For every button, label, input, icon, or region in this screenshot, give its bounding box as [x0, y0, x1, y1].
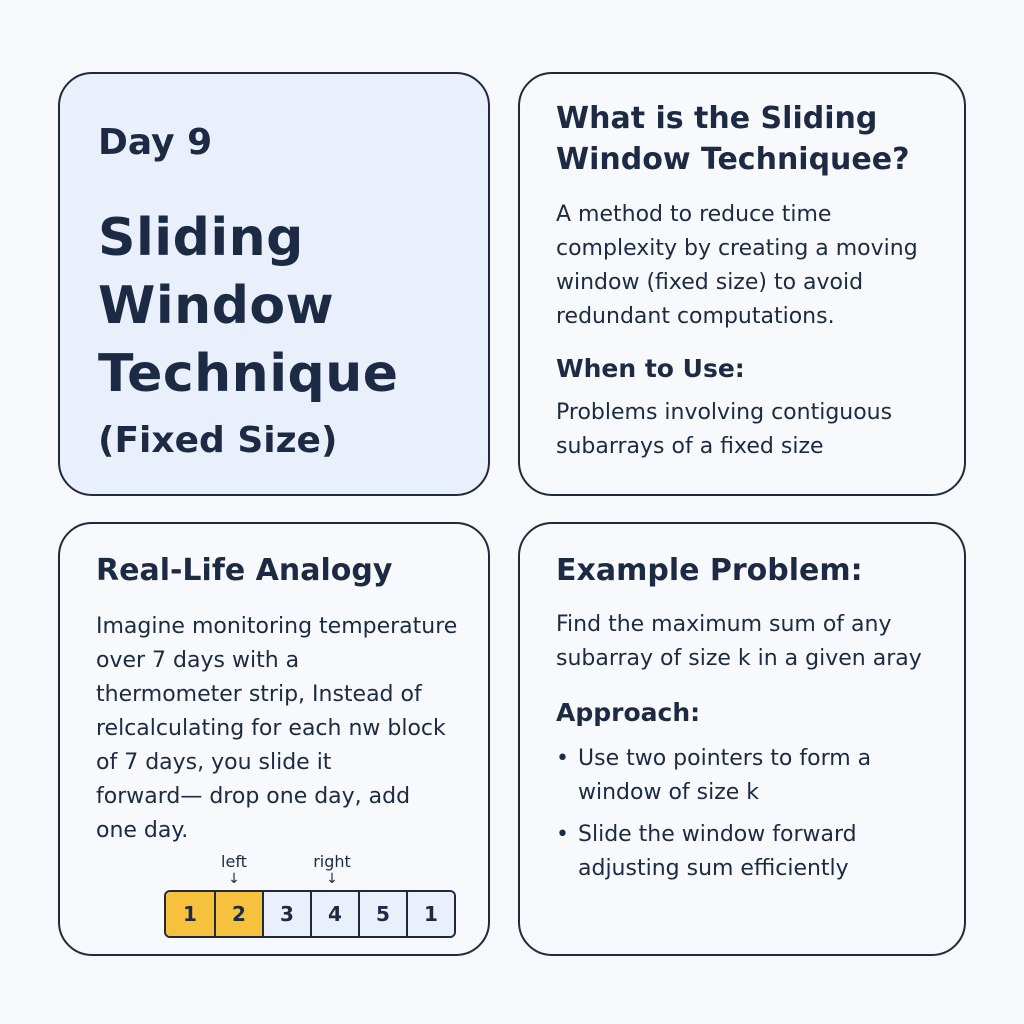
when-to-use-heading: When to Use:	[556, 354, 745, 383]
array-cell: 5	[358, 892, 406, 936]
title-card: Day 9 Sliding Window Technique (Fixed Si…	[58, 72, 490, 496]
approach-list: • Use two pointers to form a window of s…	[556, 742, 936, 894]
analogy-text: Imagine monitoring temperature over 7 da…	[96, 610, 457, 848]
text-line: thermometer strip, Instead of	[96, 682, 422, 707]
left-pointer-label: left	[221, 852, 247, 871]
text-line: subarray of size k in a given aray	[556, 646, 922, 671]
array-cell: 1	[166, 892, 214, 936]
array-cell: 4	[310, 892, 358, 936]
left-pointer-arrow-icon: ↓	[228, 871, 240, 887]
text-line: window of size k	[578, 780, 760, 805]
example-heading: Example Problem:	[556, 553, 863, 588]
analogy-card: Real-Life Analogy Imagine monitoring tem…	[58, 522, 490, 956]
definition-text: A method to reduce time complexity by cr…	[556, 198, 918, 334]
right-pointer-arrow-icon: ↓	[326, 871, 338, 887]
main-title-line: Sliding	[98, 208, 304, 268]
text-line: Find the maximum sum of any	[556, 612, 892, 637]
text-line: adjusting sum efficiently	[578, 856, 849, 881]
text-line: Imagine monitoring temperature	[96, 614, 458, 639]
when-to-use-text: Problems involving contiguous subarrays …	[556, 396, 892, 464]
day-label: Day 9	[98, 122, 213, 163]
array-strip: 1 2 3 4 5 1	[164, 890, 456, 938]
text-line: subarrays of a fixed size	[556, 434, 824, 459]
text-line: complexity by creating a moving	[556, 236, 918, 261]
text-line: A method to reduce time	[556, 202, 832, 227]
definition-heading: What is the Sliding Window Techniquee?	[556, 98, 910, 180]
analogy-heading: Real-Life Analogy	[96, 553, 393, 588]
list-item: • Use two pointers to form a window of s…	[556, 742, 936, 810]
heading-line: What is the Sliding	[556, 101, 878, 136]
array-cell: 1	[406, 892, 454, 936]
text-line: one day.	[96, 818, 189, 843]
text-line: over 7 days with a	[96, 648, 300, 673]
text-line: relcalculating for each nw block	[96, 716, 446, 741]
main-title-line: Window	[98, 276, 335, 336]
text-line: forward— drop one day, add	[96, 784, 411, 809]
text-line: Slide the window forward	[578, 822, 857, 847]
text-line: Problems involving contiguous	[556, 400, 893, 425]
bullet-icon: •	[556, 746, 569, 771]
text-line: of 7 days, you slide it	[96, 750, 332, 775]
main-title: Sliding Window Technique	[98, 204, 478, 408]
text-line: window (fixed size) to avoid	[556, 270, 864, 295]
array-cell: 2	[214, 892, 262, 936]
subtitle: (Fixed Size)	[98, 420, 338, 461]
list-item: • Slide the window forward adjusting sum…	[556, 818, 936, 886]
definition-card: What is the Sliding Window Techniquee? A…	[518, 72, 966, 496]
heading-line: Window Techniquee?	[556, 142, 910, 177]
main-title-line: Technique	[98, 344, 399, 404]
text-line: redundant computations.	[556, 304, 835, 329]
bullet-icon: •	[556, 822, 569, 847]
array-cell: 3	[262, 892, 310, 936]
problem-text: Find the maximum sum of any subarray of …	[556, 608, 922, 676]
right-pointer-label: right	[313, 852, 351, 871]
example-card: Example Problem: Find the maximum sum of…	[518, 522, 966, 956]
text-line: Use two pointers to form a	[578, 746, 872, 771]
approach-heading: Approach:	[556, 698, 701, 727]
